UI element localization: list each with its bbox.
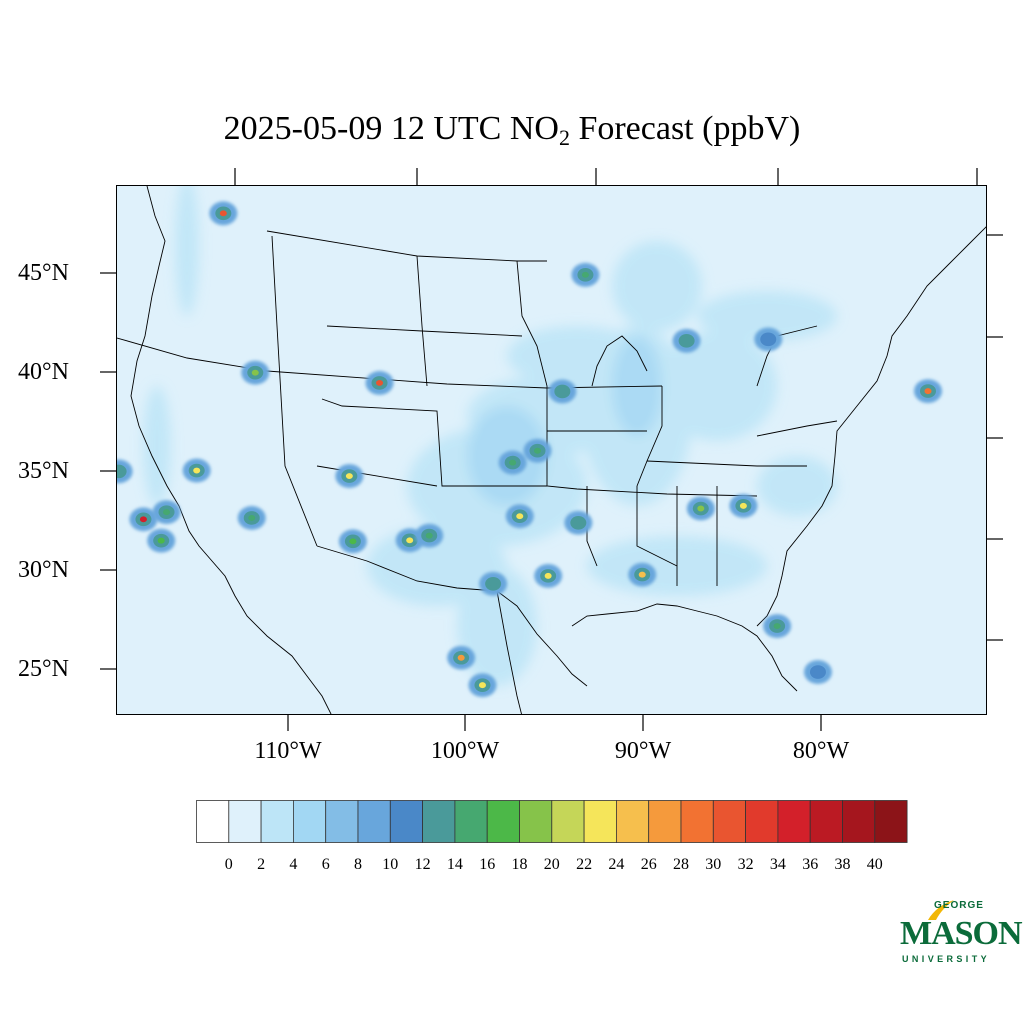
hotspot	[447, 645, 476, 670]
hotspot	[237, 506, 266, 530]
colorbar-cell	[809, 800, 843, 843]
colorbar-tick-label: 2	[257, 856, 266, 873]
lon-label-80w: 80°W	[792, 738, 850, 764]
colorbar-tick-label: 28	[673, 856, 689, 873]
colorbar-tick-label: 40	[866, 856, 883, 873]
hotspot	[209, 201, 238, 226]
colorbar-tick-label: 8	[354, 856, 362, 873]
university-logo: GEORGE MASON UNIVERSITY	[898, 898, 1023, 968]
colorbar-tick-label: 20	[543, 856, 560, 873]
colorbar-cell	[357, 800, 391, 843]
hotspot	[152, 500, 181, 525]
colorbar-cell	[486, 800, 520, 843]
colorbar-tick-label: 36	[802, 856, 819, 873]
logo-bottom-text: UNIVERSITY	[902, 954, 991, 964]
colorbar-cell	[260, 800, 294, 843]
colorbar-tick-label: 26	[640, 856, 657, 873]
hotspot	[241, 360, 270, 385]
colorbar-cell	[680, 800, 714, 843]
lon-label-100w: 100°W	[430, 738, 500, 764]
hotspot	[505, 504, 534, 529]
colorbar-cell	[648, 800, 682, 843]
colorbar-cell	[874, 800, 908, 843]
lat-label-45n: 45°N	[18, 260, 69, 286]
logo-main-text: MASON	[900, 915, 1023, 952]
lon-label-90w: 90°W	[614, 738, 672, 764]
colorbar-tick-label: 12	[414, 856, 431, 873]
hotspot	[365, 371, 394, 395]
colorbar-cell	[519, 800, 553, 843]
colorbar-cell	[228, 800, 262, 843]
colorbar-cell	[745, 800, 779, 843]
colorbar-cell	[389, 800, 424, 843]
hotspot	[129, 507, 158, 532]
colorbar-cell	[583, 800, 617, 843]
lat-label-25n: 25°N	[18, 656, 69, 682]
background-field	[143, 186, 837, 686]
hotspot	[338, 529, 367, 554]
hotspot	[479, 571, 508, 596]
hotspot	[335, 464, 364, 488]
hotspot	[534, 563, 563, 588]
colorbar-tick-label: 30	[705, 856, 722, 873]
colorbar-tick-label: 0	[224, 856, 233, 873]
colorbar-cell	[712, 800, 746, 843]
colorbar-tick-label: 32	[737, 856, 754, 873]
lat-label-40n: 40°N	[18, 359, 69, 385]
colorbar-tick-label: 38	[834, 856, 851, 873]
lat-label-30n: 30°N	[18, 557, 69, 583]
logo-flame-icon	[928, 900, 954, 920]
colorbar-cell	[615, 800, 650, 843]
hotspot	[763, 614, 792, 638]
colorbar-tick-label: 34	[769, 856, 786, 873]
hotspot	[686, 496, 715, 521]
map-panel	[116, 185, 987, 715]
hotspot	[523, 438, 552, 463]
hotspot	[564, 510, 593, 535]
lon-label-110w: 110°W	[254, 738, 322, 764]
hotspot	[628, 562, 657, 587]
colorbar-tick-label: 24	[608, 856, 625, 873]
hotspot	[415, 523, 444, 548]
colorbar-tick-label: 18	[511, 856, 528, 873]
colorbar-tick-label: 22	[576, 856, 593, 873]
map-plot	[117, 186, 986, 714]
hotspot	[182, 458, 211, 483]
hotspot	[117, 459, 133, 484]
hotspot	[803, 660, 832, 684]
hotspot	[498, 450, 527, 475]
colorbar-cell	[454, 800, 488, 843]
colorbar-cell	[196, 800, 230, 843]
hotspot	[914, 379, 942, 403]
logo-top-text: GEORGE	[934, 900, 984, 911]
hotspot	[548, 379, 577, 404]
colorbar-tick-label: 10	[382, 856, 399, 873]
colorbar-tick-label: 4	[289, 856, 298, 873]
colorbar-tick-label: 16	[479, 856, 496, 873]
colorbar-cell	[777, 800, 811, 843]
colorbar-cell	[842, 800, 876, 843]
hotspot	[729, 493, 758, 518]
hotspot	[672, 328, 701, 353]
colorbar-cell	[551, 800, 585, 843]
colorbar-tick-label: 6	[321, 856, 330, 873]
hotspot	[468, 673, 497, 698]
colorbar	[196, 800, 908, 843]
colorbar-tick-label: 14	[446, 856, 463, 873]
lat-label-35n: 35°N	[18, 458, 69, 484]
hotspot	[754, 327, 783, 352]
colorbar-cell	[422, 800, 456, 843]
colorbar-cell	[293, 800, 327, 843]
hotspot-layer	[117, 201, 942, 698]
hotspot	[571, 262, 600, 287]
hotspot	[147, 528, 176, 553]
map-title: 2025-05-09 12 UTC NO2 Forecast (ppbV)	[223, 110, 801, 150]
colorbar-cell	[325, 800, 359, 843]
